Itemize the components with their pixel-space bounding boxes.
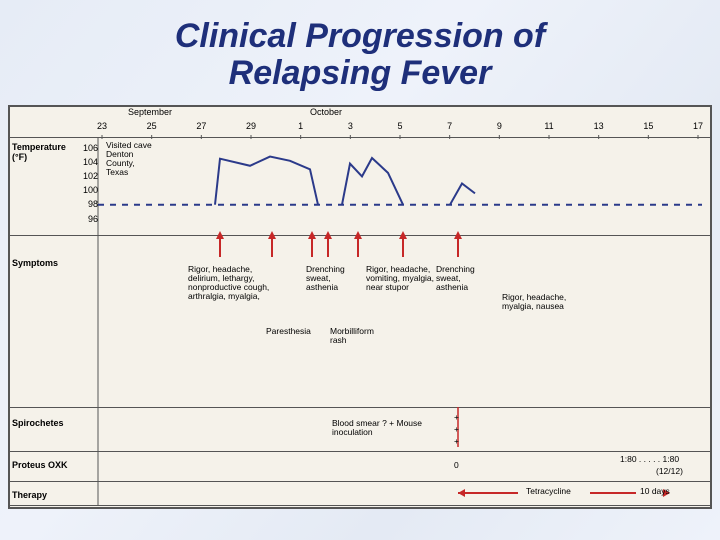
annotation: + (454, 413, 464, 422)
therapy-duration: 10 days (640, 487, 670, 496)
annotation: Visited cave Denton County, Texas (106, 141, 158, 177)
annotation: Morbilliform rash (330, 327, 390, 345)
annotation: Blood smear ? + Mouse inoculation (332, 419, 452, 437)
annotation: (12/12) (656, 467, 706, 476)
annotation: Rigor, headache, vomiting, myalgia, near… (366, 265, 444, 292)
annotation: Rigor, headache, delirium, lethargy, non… (188, 265, 276, 301)
annotation: Drenching sweat, asthenia (306, 265, 362, 292)
annotation: Rigor, headache, myalgia, nausea (502, 293, 572, 311)
title-line-2: Relapsing Fever (229, 54, 492, 92)
title-line-1: Clinical Progression of (175, 17, 545, 55)
timeline-chart: September October 232527291357911131517 … (8, 105, 712, 509)
annotation: 1:80 . . . . . 1:80 (620, 455, 704, 464)
annotation: + (454, 437, 464, 446)
therapy-drug: Tetracycline (526, 487, 571, 496)
annotation: 0 (454, 461, 464, 470)
annotation: + (454, 425, 464, 434)
annotation: Drenching sweat, asthenia (436, 265, 492, 292)
annotation: Paresthesia (266, 327, 326, 336)
